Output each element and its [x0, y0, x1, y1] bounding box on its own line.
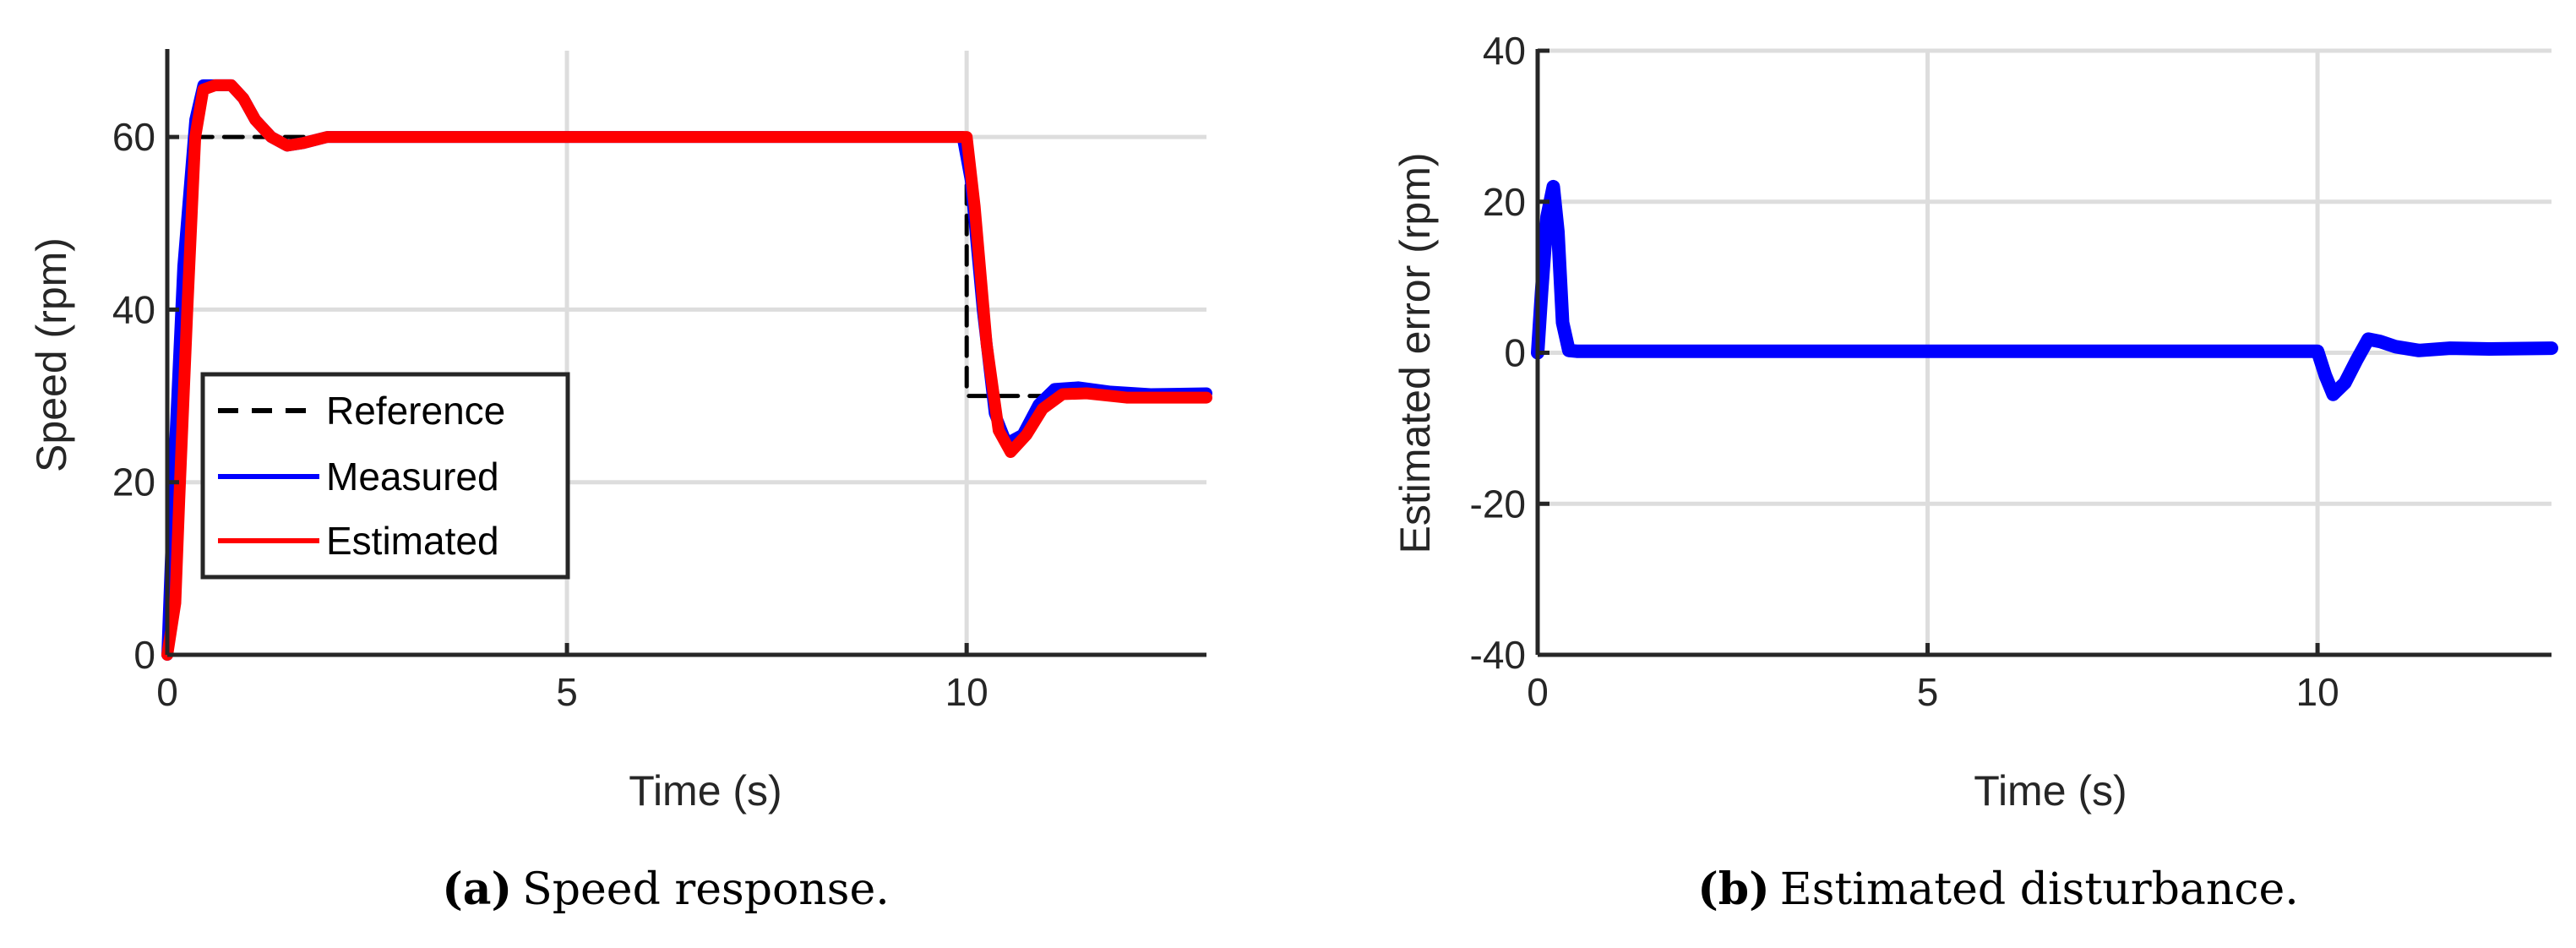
- y-tick-label: 60: [112, 115, 155, 159]
- y-tick-label: -20: [1470, 482, 1526, 526]
- caption-tag-b: (b): [1697, 864, 1770, 915]
- x-axis-label: Time (s): [1974, 767, 2127, 815]
- y-tick-label: 0: [1504, 331, 1526, 375]
- axes: [165, 49, 1206, 657]
- legend-label-measured: Measured: [326, 455, 499, 499]
- y-axis-label: Estimated error (rpm): [1391, 152, 1439, 553]
- caption-text-b: Estimated disturbance.: [1780, 864, 2299, 915]
- y-tick-label: 20: [112, 460, 155, 504]
- x-axis-label: Time (s): [629, 767, 782, 815]
- x-tick-label: 10: [2296, 670, 2339, 714]
- caption-b: (b) Estimated disturbance.: [1697, 864, 2299, 915]
- x-tick-label: 0: [1527, 670, 1549, 714]
- panel-estimated-disturbance: 0 5 10 -40 -20 0 20 40 Time (s) Estimated error…: [1391, 29, 2558, 915]
- y-tick-label: -40: [1470, 633, 1526, 677]
- legend-label-estimated: Estimated: [326, 519, 499, 563]
- y-tick-label: 20: [1483, 180, 1526, 224]
- y-tick-label: 40: [1483, 29, 1526, 73]
- caption-tag-a: (a): [442, 864, 512, 915]
- tick-labels: 0 5 10 -40 -20 0 20 40: [1470, 29, 2339, 714]
- x-tick-label: 5: [556, 670, 578, 714]
- axes: [1535, 48, 2551, 657]
- caption-a: (a) Speed response.: [442, 864, 890, 915]
- y-tick-label: 40: [112, 287, 155, 331]
- x-tick-label: 5: [1917, 670, 1939, 714]
- legend-label-reference: Reference: [326, 389, 505, 433]
- y-tick-label: 0: [133, 633, 155, 677]
- legend: Reference Measured Estimated: [200, 372, 570, 580]
- plot-lines: [161, 79, 1212, 661]
- panel-speed-response: 0 5 10 0 20 40 60 Time (s) Speed (rpm) Referen…: [28, 49, 1212, 915]
- y-axis-label: Speed (rpm): [28, 237, 75, 472]
- x-tick-label: 10: [945, 670, 988, 714]
- series-line-estimated: [161, 79, 1212, 661]
- tick-labels: 0 5 10 0 20 40 60: [112, 115, 988, 714]
- caption-text-a: Speed response.: [522, 864, 890, 915]
- plot-lines: [1531, 179, 2558, 401]
- x-tick-label: 0: [156, 670, 178, 714]
- series-line-estimated-disturbance: [1531, 179, 2558, 401]
